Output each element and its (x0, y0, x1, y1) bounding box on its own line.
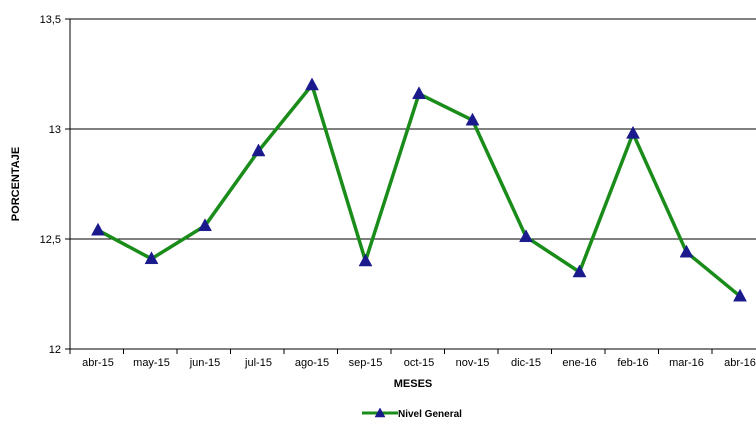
data-point-marker (679, 244, 694, 258)
data-point-marker (465, 112, 480, 126)
x-tick-label: mar-16 (669, 357, 704, 369)
x-tick-label: nov-15 (456, 357, 490, 369)
data-point-marker (519, 229, 533, 243)
data-point-marker (144, 251, 159, 265)
data-point-marker (358, 253, 373, 267)
x-tick-label: oct-15 (404, 357, 435, 369)
x-tick-label: sep-15 (349, 357, 383, 369)
data-point-marker (733, 288, 747, 302)
data-point-marker (572, 264, 587, 278)
data-point-marker (251, 143, 266, 157)
y-axis-ticks: 12 12,5 13 13,5 (40, 14, 70, 356)
x-axis-ticks: abr-15 may-15 jun-15 jul-15 ago-15 sep-15 oct-… (69, 349, 756, 369)
x-tick-label: jun-15 (189, 357, 221, 369)
data-point-marker (412, 86, 426, 100)
series-group (91, 77, 747, 302)
x-tick-label: feb-16 (617, 357, 648, 369)
data-point-marker (198, 218, 212, 232)
data-point-marker (305, 77, 319, 91)
y-tick-label: 12,5 (40, 234, 61, 246)
y-tick-label: 13,5 (40, 14, 61, 26)
y-tick-label: 13 (49, 124, 61, 136)
y-axis-title: PORCENTAJE (10, 147, 22, 221)
legend-label: Nivel General (398, 409, 462, 420)
x-tick-label: dic-15 (511, 357, 541, 369)
x-tick-label: jul-15 (244, 357, 272, 369)
legend-marker (374, 407, 386, 418)
x-tick-label: may-15 (133, 357, 170, 369)
plot-area (69, 18, 756, 350)
x-tick-label: ene-16 (562, 357, 596, 369)
x-tick-label: abr-16 (724, 357, 756, 369)
y-tick-label: 12 (49, 344, 61, 356)
x-axis-title: MESES (394, 378, 433, 390)
legend: Nivel General (362, 407, 462, 420)
x-tick-label: ago-15 (295, 357, 329, 369)
data-point-marker (626, 125, 640, 139)
data-point-marker (91, 222, 105, 236)
x-tick-label: abr-15 (82, 357, 114, 369)
